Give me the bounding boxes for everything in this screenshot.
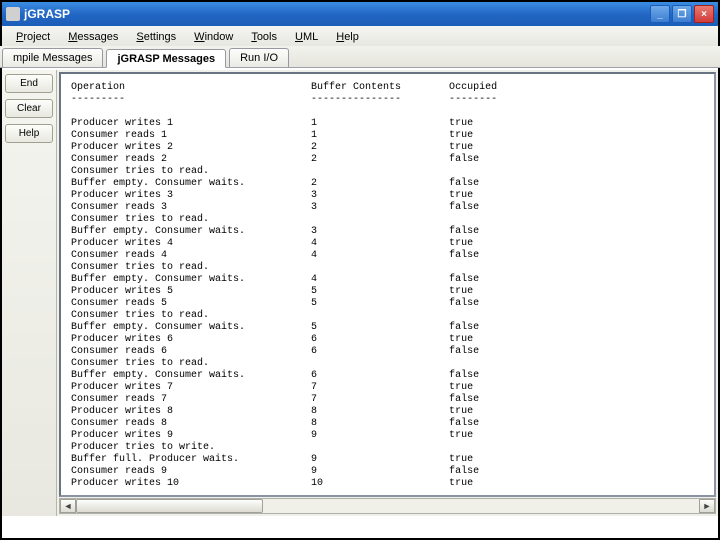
scroll-thumb[interactable] bbox=[76, 499, 263, 513]
clear-button[interactable]: Clear bbox=[5, 99, 53, 118]
console-output: Operation Buffer Contents Occupied -----… bbox=[59, 72, 716, 497]
close-button[interactable]: × bbox=[694, 5, 714, 23]
menu-project[interactable]: Project bbox=[8, 29, 58, 45]
titlebar: jGRASP _ ❐ × bbox=[2, 2, 718, 26]
window-title: jGRASP bbox=[24, 7, 70, 21]
menu-window[interactable]: Window bbox=[186, 29, 241, 45]
menu-settings[interactable]: Settings bbox=[128, 29, 184, 45]
left-sidebar: End Clear Help bbox=[2, 70, 57, 516]
tab-run-io[interactable]: Run I/O bbox=[229, 48, 289, 67]
menu-tools[interactable]: Tools bbox=[243, 29, 285, 45]
minimize-button[interactable]: _ bbox=[650, 5, 670, 23]
message-tabs: mpile Messages jGRASP Messages Run I/O bbox=[0, 46, 720, 68]
scroll-left-button[interactable]: ◄ bbox=[60, 499, 76, 513]
help-button[interactable]: Help bbox=[5, 124, 53, 143]
tab-jgrasp-messages[interactable]: jGRASP Messages bbox=[106, 49, 226, 68]
menu-help[interactable]: Help bbox=[328, 29, 367, 45]
app-icon bbox=[6, 7, 20, 21]
menu-uml[interactable]: UML bbox=[287, 29, 326, 45]
console-wrap: Operation Buffer Contents Occupied -----… bbox=[57, 70, 718, 516]
maximize-button[interactable]: ❐ bbox=[672, 5, 692, 23]
scroll-right-button[interactable]: ► bbox=[699, 499, 715, 513]
horizontal-scrollbar[interactable]: ◄ ► bbox=[59, 498, 716, 514]
scroll-track[interactable] bbox=[76, 499, 699, 513]
tab-compile-messages[interactable]: mpile Messages bbox=[2, 48, 103, 67]
menubar: Project Messages Settings Window Tools U… bbox=[2, 26, 718, 48]
menu-messages[interactable]: Messages bbox=[60, 29, 126, 45]
end-button[interactable]: End bbox=[5, 74, 53, 93]
window-controls: _ ❐ × bbox=[650, 5, 714, 23]
